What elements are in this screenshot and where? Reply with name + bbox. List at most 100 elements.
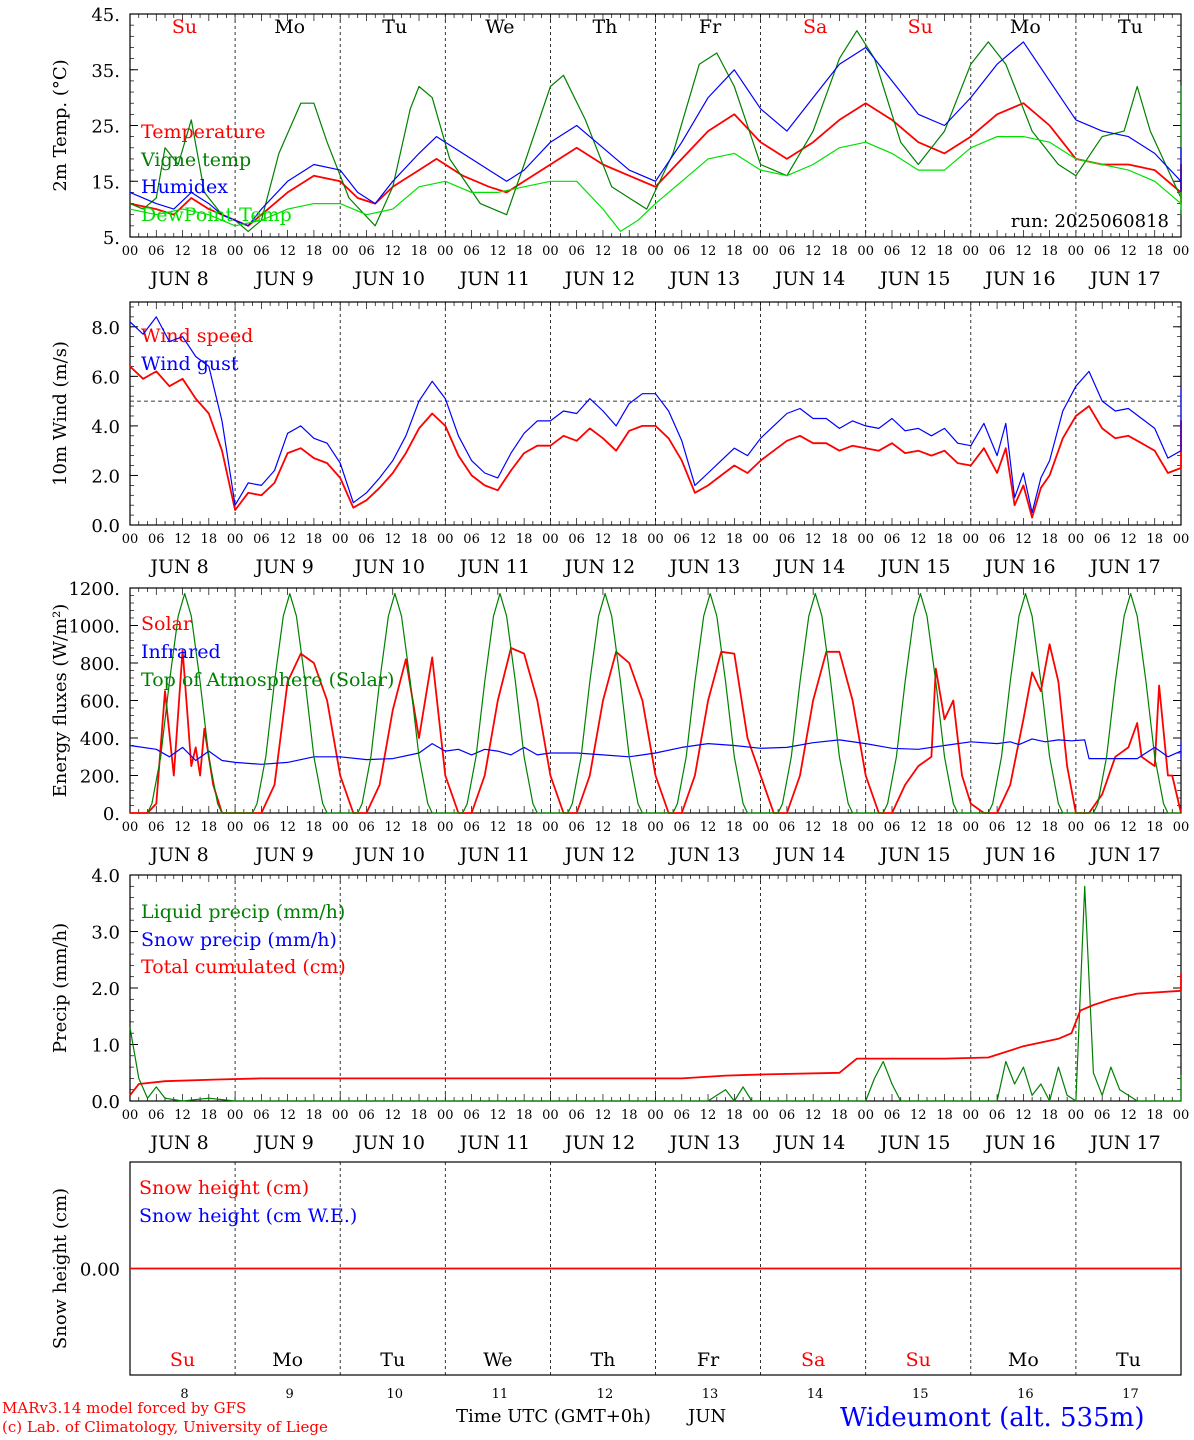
x-day-label: JUN 15	[878, 268, 950, 290]
x-hour-label: 06	[674, 820, 691, 835]
legend-entry: Snow height (cm)	[139, 1177, 309, 1199]
x-hour-label: 00	[752, 532, 769, 547]
x-day-label: JUN 8	[148, 844, 208, 866]
x-hour-label: 12	[595, 1108, 612, 1123]
x-hour-label: 06	[779, 244, 796, 259]
x-hour-label: 12	[1015, 820, 1032, 835]
x-hour-label: 12	[1015, 244, 1032, 259]
x-hour-label: 12	[384, 532, 401, 547]
x-hour-label: 12	[910, 532, 927, 547]
x-hour-label: 00	[542, 1108, 559, 1123]
x-hour-label: 12	[1120, 244, 1137, 259]
x-hour-label: 00	[1068, 532, 1085, 547]
x-hour-label: 18	[1041, 532, 1058, 547]
x-hour-label: 12	[279, 820, 296, 835]
x-hour-label: 00	[227, 244, 244, 259]
x-hour-label: 06	[253, 244, 270, 259]
x-day-label: JUN 13	[668, 556, 740, 578]
y-tick-label: 0.	[103, 804, 120, 825]
x-hour-label: 00	[332, 532, 349, 547]
x-hour-label: 00	[963, 532, 980, 547]
day-number-label: 15	[912, 1387, 929, 1402]
run-annotation: run: 2025060818	[1011, 211, 1169, 232]
x-hour-label: 00	[752, 244, 769, 259]
x-hour-label: 06	[989, 532, 1006, 547]
station-label: Wideumont (alt. 535m)	[840, 1403, 1145, 1433]
x-day-label: JUN 14	[773, 844, 845, 866]
x-hour-label: 12	[700, 820, 717, 835]
x-hour-label: 18	[726, 1108, 743, 1123]
x-hour-label: 12	[700, 244, 717, 259]
x-day-label: JUN 8	[148, 556, 208, 578]
x-hour-label: 18	[201, 532, 218, 547]
x-hour-label: 12	[700, 532, 717, 547]
x-hour-label: 18	[726, 532, 743, 547]
legend-entry: Vigne temp	[140, 149, 251, 171]
x-hour-label: 00	[332, 1108, 349, 1123]
x-hour-label: 12	[805, 820, 822, 835]
y-tick-label: 1200.	[68, 579, 120, 600]
x-hour-label: 12	[174, 820, 191, 835]
x-hour-label: 18	[516, 532, 533, 547]
x-hour-label: 18	[201, 244, 218, 259]
x-hour-label: 12	[1120, 532, 1137, 547]
humidex-line	[129, 41, 1182, 227]
x-hour-label: 06	[253, 820, 270, 835]
x-hour-label: 18	[1041, 244, 1058, 259]
x-day-label: JUN 13	[668, 268, 740, 290]
x-hour-label: 00	[857, 820, 874, 835]
weekday-label: Sa	[801, 1349, 825, 1371]
day-number-label: 17	[1122, 1387, 1139, 1402]
x-hour-label: 18	[411, 820, 428, 835]
x-hour-label: 06	[148, 532, 165, 547]
x-hour-label: 18	[621, 1108, 638, 1123]
dewpoint-temp-line	[129, 136, 1182, 232]
x-day-label: JUN 8	[148, 1132, 208, 1154]
x-hour-label: 06	[568, 820, 585, 835]
x-hour-label: 12	[910, 1108, 927, 1123]
x-hour-label: 00	[963, 1108, 980, 1123]
x-hour-label: 06	[358, 244, 375, 259]
x-hour-label: 00	[752, 1108, 769, 1123]
top-of-atmosphere-solar-line	[146, 592, 1181, 814]
x-hour-label: 00	[1068, 244, 1085, 259]
legend-entry: Top of Atmosphere (Solar)	[141, 669, 394, 691]
legend-entry: Humidex	[141, 176, 228, 198]
x-hour-label: 12	[279, 1108, 296, 1123]
x-hour-label: 18	[726, 820, 743, 835]
x-hour-label: 06	[568, 1108, 585, 1123]
x-day-label: JUN 10	[353, 844, 425, 866]
x-hour-label: 00	[857, 244, 874, 259]
x-day-label: JUN 9	[253, 1132, 313, 1154]
x-hour-label: 00	[227, 820, 244, 835]
x-day-label: JUN 16	[983, 844, 1055, 866]
x-hour-label: 18	[936, 820, 953, 835]
x-hour-label: 18	[411, 532, 428, 547]
x-day-label: JUN 9	[253, 268, 313, 290]
day-number-label: 9	[286, 1387, 294, 1402]
x-hour-label: 00	[122, 244, 139, 259]
x-hour-label: 12	[910, 244, 927, 259]
day-number-label: 13	[702, 1387, 719, 1402]
x-hour-label: 18	[621, 820, 638, 835]
y-tick-label: 5.	[103, 228, 120, 249]
x-hour-label: 06	[779, 820, 796, 835]
y-tick-label: 8.0	[91, 318, 120, 339]
x-hour-label: 18	[831, 244, 848, 259]
x-hour-label: 00	[227, 532, 244, 547]
weekday-label: Mo	[1008, 1349, 1039, 1371]
x-hour-label: 00	[122, 820, 139, 835]
x-hour-label: 06	[989, 1108, 1006, 1123]
x-hour-label: 00	[647, 244, 664, 259]
x-hour-label: 06	[674, 532, 691, 547]
x-hour-label: 06	[358, 820, 375, 835]
legend-entry: Wind gust	[141, 353, 239, 375]
x-hour-label: 06	[989, 820, 1006, 835]
x-hour-label: 06	[148, 1108, 165, 1123]
weekday-label: Fr	[697, 1349, 720, 1371]
y-tick-label: 2.0	[91, 466, 120, 487]
x-hour-label: 12	[805, 532, 822, 547]
x-hour-label: 18	[1146, 532, 1163, 547]
x-hour-label: 06	[779, 1108, 796, 1123]
x-hour-label: 12	[384, 244, 401, 259]
